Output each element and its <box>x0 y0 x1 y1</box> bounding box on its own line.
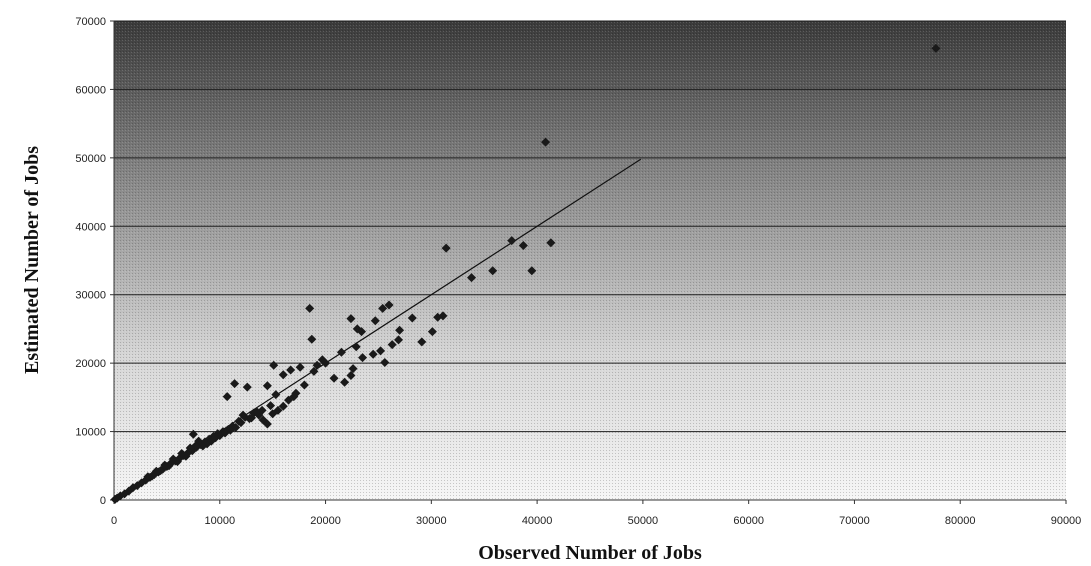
y-tick-label-7: 70000 <box>75 16 106 28</box>
data-point-23 <box>230 379 240 389</box>
data-point-26 <box>269 360 279 370</box>
data-point-24 <box>242 382 252 392</box>
data-point-14 <box>378 303 388 313</box>
data-point-7 <box>527 266 537 276</box>
x-tick-label-3: 30000 <box>416 515 447 527</box>
data-point-115 <box>247 413 257 423</box>
data-point-108 <box>160 460 170 470</box>
plot-area-texture <box>114 21 1066 500</box>
y-tick-label-1: 10000 <box>75 427 106 439</box>
data-point-118 <box>266 401 276 411</box>
x-tick-label-8: 80000 <box>945 515 976 527</box>
data-point-112 <box>143 472 153 482</box>
data-point-39 <box>368 349 378 359</box>
x-tick-label-2: 20000 <box>310 515 341 527</box>
data-point-9 <box>305 303 315 313</box>
data-point-42 <box>387 340 397 350</box>
data-point-2 <box>441 243 451 253</box>
data-point-21 <box>438 311 448 321</box>
data-point-44 <box>336 347 346 357</box>
data-point-3 <box>467 273 477 283</box>
data-point-1 <box>541 137 551 147</box>
data-point-35 <box>340 377 350 387</box>
data-point-31 <box>299 380 309 390</box>
data-point-114 <box>238 410 248 420</box>
data-point-11 <box>346 314 356 324</box>
data-point-48 <box>309 366 319 376</box>
y-axis-ticks: 0 10000 20000 30000 40000 50000 60000 70000 <box>75 16 114 507</box>
y-tick-label-6: 60000 <box>75 84 106 96</box>
data-point-102 <box>185 443 195 453</box>
data-point-27 <box>278 370 288 380</box>
data-point-55 <box>273 405 283 415</box>
data-point-28 <box>286 365 296 375</box>
x-tick-label-5: 50000 <box>628 515 659 527</box>
data-point-29 <box>271 390 281 400</box>
x-axis-ticks: 0 10000 20000 30000 40000 50000 60000 70000 8000… <box>111 500 1081 527</box>
data-point-98 <box>231 422 241 432</box>
data-point-41 <box>380 357 390 367</box>
data-point-53 <box>262 419 272 429</box>
data-point-47 <box>295 362 305 372</box>
data-point-106 <box>168 454 178 464</box>
data-point-113 <box>236 418 246 428</box>
data-point-45 <box>351 342 361 352</box>
data-point-22 <box>222 392 232 402</box>
data-point-34 <box>329 373 339 383</box>
x-tick-label-0: 0 <box>111 515 117 527</box>
data-point-16 <box>395 325 405 335</box>
data-point-15 <box>384 300 394 310</box>
data-point-32 <box>312 360 322 370</box>
x-tick-label-7: 70000 <box>839 515 870 527</box>
data-point-91 <box>110 494 120 504</box>
data-point-4 <box>488 266 498 276</box>
data-point-8 <box>546 238 556 248</box>
data-points <box>110 43 941 504</box>
data-point-13 <box>370 316 380 326</box>
y-axis-title: Estimated Number of Jobs <box>21 146 43 374</box>
y-tick-label-2: 20000 <box>75 358 106 370</box>
data-point-46 <box>357 327 367 337</box>
data-point-36 <box>348 364 358 374</box>
data-point-104 <box>177 448 187 458</box>
x-tick-label-1: 10000 <box>204 515 235 527</box>
x-axis-title: Observed Number of Jobs <box>478 542 702 564</box>
x-tick-label-6: 60000 <box>733 515 764 527</box>
data-point-10 <box>307 334 317 344</box>
data-point-38 <box>358 353 368 363</box>
y-tick-label-5: 50000 <box>75 153 106 165</box>
y-tick-label-3: 30000 <box>75 290 106 302</box>
data-point-110 <box>151 466 161 476</box>
data-point-37 <box>346 370 356 380</box>
data-point-0 <box>931 43 941 53</box>
data-point-71 <box>188 429 198 439</box>
data-point-25 <box>262 381 272 391</box>
data-point-6 <box>518 240 528 250</box>
data-point-43 <box>394 335 404 345</box>
data-point-56 <box>278 401 288 411</box>
data-point-17 <box>407 313 417 323</box>
y-tick-label-4: 40000 <box>75 221 106 233</box>
data-point-19 <box>427 327 437 337</box>
x-tick-label-4: 40000 <box>522 515 553 527</box>
data-point-49 <box>317 355 327 365</box>
data-point-18 <box>417 337 427 347</box>
x-tick-label-9: 90000 <box>1051 515 1082 527</box>
data-point-5 <box>507 236 517 246</box>
data-point-117 <box>257 405 267 415</box>
y-tick-label-0: 0 <box>100 495 106 507</box>
data-point-58 <box>289 392 299 402</box>
data-point-99 <box>198 441 208 451</box>
data-point-40 <box>376 346 386 356</box>
